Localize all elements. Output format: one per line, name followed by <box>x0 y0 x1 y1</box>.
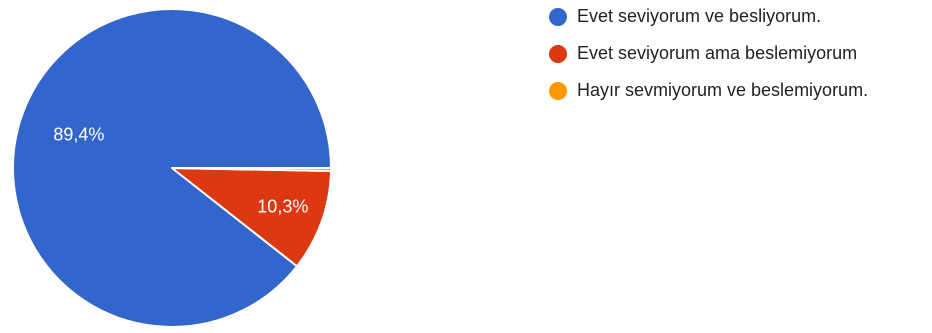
legend-label: Evet seviyorum ve besliyorum. <box>577 6 822 26</box>
pie-slice-2[interactable] <box>171 167 332 172</box>
slice-value-label: 89,4% <box>53 125 104 145</box>
legend-label: Hayır sevmiyorum ve beslemiyorum. <box>577 80 869 100</box>
legend-item[interactable]: Evet seviyorum ve besliyorum. <box>549 4 868 29</box>
slice-value-label: 10,3% <box>257 196 308 216</box>
legend-swatch-icon <box>549 81 567 100</box>
slice-labels: 89,4% 10,3% <box>53 125 308 217</box>
legend-swatch-icon <box>549 44 567 63</box>
pie-plot: 89,4% 10,3% <box>12 8 332 328</box>
slices <box>12 8 332 328</box>
legend-item[interactable]: Hayır sevmiyorum ve beslemiyorum. <box>549 78 868 103</box>
legend-item[interactable]: Evet seviyorum ama beslemiyorum <box>549 41 868 66</box>
legend: Evet seviyorum ve besliyorum. Evet seviy… <box>549 4 868 115</box>
legend-swatch-icon <box>549 7 567 26</box>
legend-label: Evet seviyorum ama beslemiyorum <box>577 43 858 63</box>
pie-slice-1[interactable] <box>171 167 332 268</box>
